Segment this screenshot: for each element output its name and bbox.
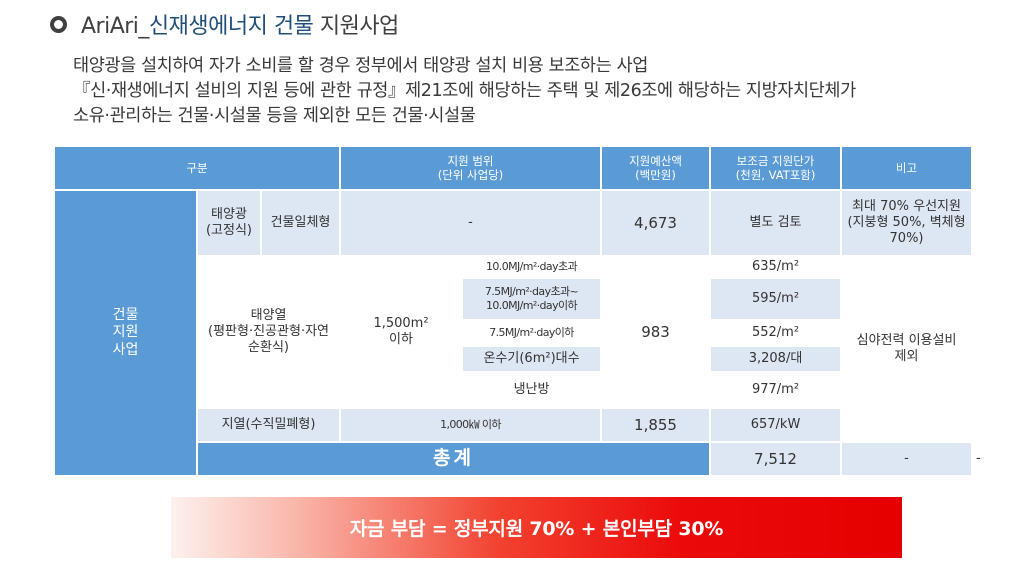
header-note: 비고 — [840, 145, 974, 191]
table-row-solar-thermal-1: 태양열 (평판형·진공관형·자연 순환식) 1,500m² 이하 10.0MJ/m²·… — [54, 255, 974, 443]
solar-thermal-unit-price-5: 977/m² — [709, 371, 843, 409]
solar-pv-name-line-2: (고정식) — [205, 223, 253, 238]
circle-bullet-icon — [50, 15, 67, 33]
description: 태양광을 설치하여 자가 소비를 할 경우 정부에서 태양광 설치 비용 보조하… — [73, 54, 1003, 129]
solar-thermal-scope-line-2: 이하 — [389, 332, 413, 347]
header-budget-line-1: 지원예산액 — [629, 153, 682, 168]
header-scope-line-2: (단위 사업당) — [437, 168, 504, 182]
table-header-row: 구분 지원 범위 (단위 사업당) 지원예산액 (백만원) 보조금 지원단가 (천원,… — [52, 145, 974, 191]
solar-thermal-budget: 983 — [600, 255, 712, 409]
solar-thermal-note: 심야전력 이용설비 제외 — [840, 255, 974, 443]
solar-thermal-unit-price-4: 3,208/대 — [709, 345, 843, 373]
solar-pv-note-line-1: 최대 70% 우선지원 — [852, 198, 961, 214]
table-row-solar-thermal-4: 온수기(6m²)대수 3,208/대 — [54, 345, 972, 373]
header-scope-line-1: 지원 범위 — [447, 153, 494, 168]
description-line-1: 태양광을 설치하여 자가 소비를 할 경우 정부에서 태양광 설치 비용 보조하… — [73, 56, 648, 76]
table-row-solar-thermal-2: 7.5MJ/m²·day초과~ 10.0MJ/m²·day이하 595/m² — [54, 277, 972, 321]
table-row-geothermal: 지열(수직밀폐형) 1,000㎾ 이하 1,855 657/kW — [54, 407, 972, 443]
solar-thermal-condition-2: 7.5MJ/m²·day초과~ 10.0MJ/m²·day이하 — [461, 277, 603, 321]
header-budget: 지원예산액 (백만원) — [600, 145, 712, 191]
solar-thermal-condition-2-line-2: 10.0MJ/m²·day이하 — [486, 299, 578, 312]
solar-thermal-unit-price-3: 552/m² — [709, 319, 843, 347]
header-unit-price-line-2: (천원, VAT포함) — [735, 168, 816, 182]
solar-thermal-name-line-1: 태양열 — [250, 307, 287, 323]
solar-thermal-unit-price-2: 595/m² — [709, 277, 843, 321]
description-line-3: 소유·관리하는 건물·시설물 등을 제외한 모든 건물·시설물 — [73, 106, 476, 126]
solar-thermal-condition-3: 7.5MJ/m²·day이하 — [461, 319, 603, 347]
geothermal-budget: 1,855 — [600, 407, 712, 443]
solar-thermal-name: 태양열 (평판형·진공관형·자연 순환식) — [195, 255, 342, 409]
solar-pv-note-line-2: (지붕형 50%, 벽체형 — [847, 214, 966, 230]
header-category: 구분 — [52, 145, 342, 191]
header-unit-price: 보조금 지원단가 (천원, VAT포함) — [709, 145, 843, 191]
group-label: 건물 지원 사업 — [53, 189, 198, 477]
support-table: 구분 지원 범위 (단위 사업당) 지원예산액 (백만원) 보조금 지원단가 (천원,… — [52, 145, 981, 477]
total-label: 총계 — [195, 441, 712, 477]
geothermal-name: 지열(수직밀폐형) — [195, 407, 342, 443]
geothermal-scope: 1,000㎾ 이하 — [339, 407, 603, 443]
solar-thermal-name-line-3: 순환식) — [248, 340, 289, 356]
solar-pv-unit-price: 별도 검토 — [709, 189, 843, 257]
solar-thermal-scope-line-1: 1,500m² — [373, 315, 429, 331]
header-unit-price-line-1: 보조금 지원단가 — [736, 153, 815, 168]
title-highlight: 신재생에너지 건물 — [148, 14, 314, 39]
solar-thermal-unit-price-1: 635/m² — [709, 255, 843, 279]
total-budget: 7,512 — [709, 441, 843, 477]
solar-thermal-note-line-2: 제외 — [894, 349, 919, 364]
solar-thermal-condition-4: 온수기(6m²)대수 — [461, 345, 603, 373]
title-prefix: AriAri_ — [81, 14, 149, 39]
solar-pv-budget: 4,673 — [600, 189, 712, 257]
page-title-text: AriAri_신재생에너지 건물 지원사업 — [81, 8, 399, 40]
geothermal-unit-price: 657/kW — [709, 407, 843, 443]
table-row-total: 총계 7,512 - - — [54, 441, 981, 477]
table-row-solar-thermal-3: 7.5MJ/m²·day이하 552/m² — [54, 319, 972, 347]
header-budget-line-2: (백만원) — [635, 168, 676, 182]
solar-thermal-condition-5: 냉난방 — [461, 371, 603, 409]
solar-thermal-condition-2-line-1: 7.5MJ/m²·day초과~ — [484, 285, 579, 299]
solar-pv-name-line-1: 태양광 — [211, 206, 247, 222]
group-label-line-3: 사업 — [112, 341, 139, 358]
funding-banner: 자금 부담 = 정부지원 70% + 본인부담 30% — [171, 497, 902, 558]
header-scope: 지원 범위 (단위 사업당) — [339, 145, 603, 191]
solar-pv-note: 최대 70% 우선지원 (지붕형 50%, 벽체형 70%) — [840, 189, 974, 257]
table-row-solar-thermal-5: 냉난방 977/m² — [54, 371, 972, 409]
solar-pv-type: 건물일체형 — [259, 189, 342, 257]
group-label-line-2: 지원 — [112, 324, 139, 341]
solar-pv-note-line-3: 70%) — [889, 231, 924, 247]
total-unit-price: - — [840, 441, 974, 477]
funding-banner-text: 자금 부담 = 정부지원 70% + 본인부담 30% — [349, 518, 724, 540]
solar-pv-scope: - — [339, 189, 603, 257]
solar-thermal-condition-1: 10.0MJ/m²·day초과 — [461, 255, 603, 279]
table-row-solar-pv: 건물 지원 사업 태양광 (고정식) 건물일체형 - 4,673 별도 검토 최대 7… — [53, 189, 974, 477]
description-line-2: 『신·재생에너지 설비의 지원 등에 관한 규정』제21조에 해당하는 주택 및… — [73, 81, 856, 101]
group-label-line-1: 건물 — [112, 306, 139, 323]
solar-thermal-note-line-1: 심야전력 이용설비 — [856, 332, 957, 348]
solar-pv-name: 태양광 (고정식) — [196, 189, 262, 257]
page-title: AriAri_신재생에너지 건물 지원사업 — [50, 9, 399, 39]
solar-thermal-scope: 1,500m² 이하 — [339, 255, 464, 409]
solar-thermal-name-line-2: (평판형·진공관형·자연 — [208, 323, 329, 339]
title-suffix: 지원사업 — [313, 14, 399, 39]
